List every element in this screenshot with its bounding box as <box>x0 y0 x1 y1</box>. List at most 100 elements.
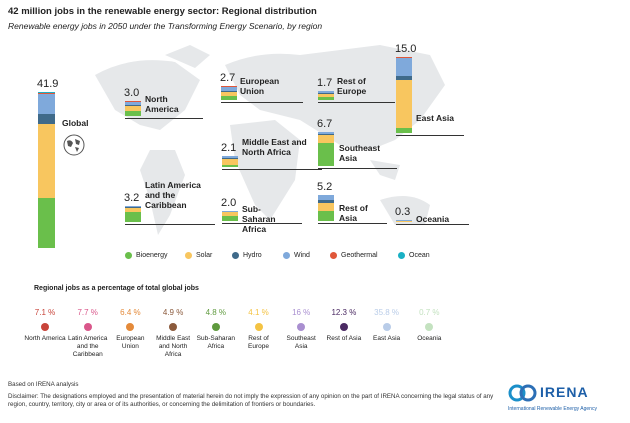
total-label: 15.0 <box>395 42 417 55</box>
share-dot <box>254 323 263 331</box>
underline <box>318 168 397 169</box>
underline <box>318 223 387 224</box>
share-dot <box>425 323 434 331</box>
total-label: 2.0 <box>221 196 237 209</box>
bar-segment <box>221 86 237 87</box>
share-name: East Asia <box>373 335 401 342</box>
share-name: Latin America and the Caribbean <box>67 335 108 358</box>
region-label: Middle East and North Africa <box>242 137 307 157</box>
share-value: 7.1 % <box>34 308 56 317</box>
shares-title: Regional jobs as a percentage of total g… <box>34 285 199 292</box>
legend-label: Bioenergy <box>136 252 168 259</box>
underline <box>125 224 215 225</box>
underline <box>222 223 302 224</box>
legend-marker <box>283 252 290 259</box>
bar-segment <box>222 164 238 167</box>
share-value: 35.8 % <box>374 308 400 317</box>
region-label: Global <box>62 118 89 128</box>
bar-segment <box>318 134 334 144</box>
bar-segment <box>222 211 238 217</box>
total-label: 2.1 <box>221 142 237 155</box>
bar-segment <box>38 92 55 115</box>
legend-marker <box>398 252 405 259</box>
bar-segment <box>318 91 334 94</box>
underline <box>125 118 203 119</box>
source-note: Based on IRENA analysis <box>8 381 79 388</box>
bar-segment <box>318 94 334 97</box>
share-dot <box>211 323 220 331</box>
logo-text: IRENA <box>540 384 589 400</box>
bar-segment <box>396 79 412 128</box>
legend-label: Hydro <box>243 252 262 259</box>
underline <box>222 169 322 170</box>
bar-segment <box>222 157 238 159</box>
bar-segment <box>222 211 238 212</box>
region-label: Rest of Asia <box>339 203 368 223</box>
logo-icon <box>508 384 537 402</box>
bar-segment <box>318 133 334 135</box>
bar-segment <box>318 132 334 134</box>
legend-marker <box>232 252 239 259</box>
bar-segment <box>396 220 412 221</box>
share-name: Middle East and North Africa <box>156 335 191 358</box>
legend-label: Ocean <box>409 252 430 259</box>
bar-segment <box>396 57 412 76</box>
bar-segment <box>318 93 334 95</box>
legend-marker <box>185 252 192 259</box>
legend-marker <box>330 252 337 259</box>
bar-segment <box>221 90 237 92</box>
bar-segment <box>222 216 238 221</box>
region-label: East Asia <box>416 113 454 123</box>
share-dot <box>297 323 306 331</box>
region-label: Southeast Asia <box>339 143 381 163</box>
share-value: 12.3 % <box>331 308 357 317</box>
bar-segment <box>221 86 237 91</box>
disclaimer: Disclaimer: The designations employed an… <box>8 393 494 408</box>
legend-marker <box>125 252 132 259</box>
underline <box>318 102 395 103</box>
share-value: 4.1 % <box>248 308 269 317</box>
bar-segment <box>125 205 141 208</box>
share-dot <box>339 323 348 331</box>
total-label: 0.3 <box>395 206 411 219</box>
total-label: 6.7 <box>317 118 333 131</box>
region-label: Sub-Saharan Africa <box>242 204 276 234</box>
region-label: Latin America and the Caribbean <box>145 180 201 210</box>
total-label: 2.7 <box>220 72 236 85</box>
legend-label: Geothermal <box>341 252 378 259</box>
region-label: European Union <box>240 76 280 96</box>
legend-label: Wind <box>294 252 310 259</box>
bar-segment <box>396 127 412 133</box>
bar-segment <box>318 199 334 203</box>
underline <box>221 102 303 103</box>
bar-segment <box>222 156 238 158</box>
total-label: 41.9 <box>37 78 59 91</box>
bar-segment <box>222 210 238 212</box>
total-label: 3.2 <box>124 191 140 204</box>
bar-segment <box>125 212 141 222</box>
bar-segment <box>396 75 412 80</box>
bar-segment <box>125 111 141 116</box>
share-name: Rest of Asia <box>326 335 362 342</box>
share-name: Oceania <box>417 335 442 342</box>
share-value: 4.9 % <box>162 308 184 317</box>
bar-segment <box>38 124 55 198</box>
bar-segment <box>221 95 237 100</box>
chart-title: 42 million jobs in the renewable energy … <box>8 6 317 17</box>
share-name: Southeast Asia <box>286 335 316 350</box>
chart-subtitle: Renewable energy jobs in 2050 under the … <box>8 21 323 31</box>
underline <box>396 224 469 225</box>
share-value: 7.7 % <box>77 308 98 317</box>
share-value: 0.7 % <box>419 308 440 317</box>
bar-segment <box>318 96 334 100</box>
share-dot <box>41 323 49 331</box>
underline <box>396 135 464 136</box>
bar-segment <box>125 101 141 105</box>
share-dot <box>382 323 391 331</box>
share-name: North America <box>24 335 66 342</box>
bar-segment <box>396 220 412 222</box>
share-dot <box>169 323 178 331</box>
total-label: 3.0 <box>124 86 140 99</box>
